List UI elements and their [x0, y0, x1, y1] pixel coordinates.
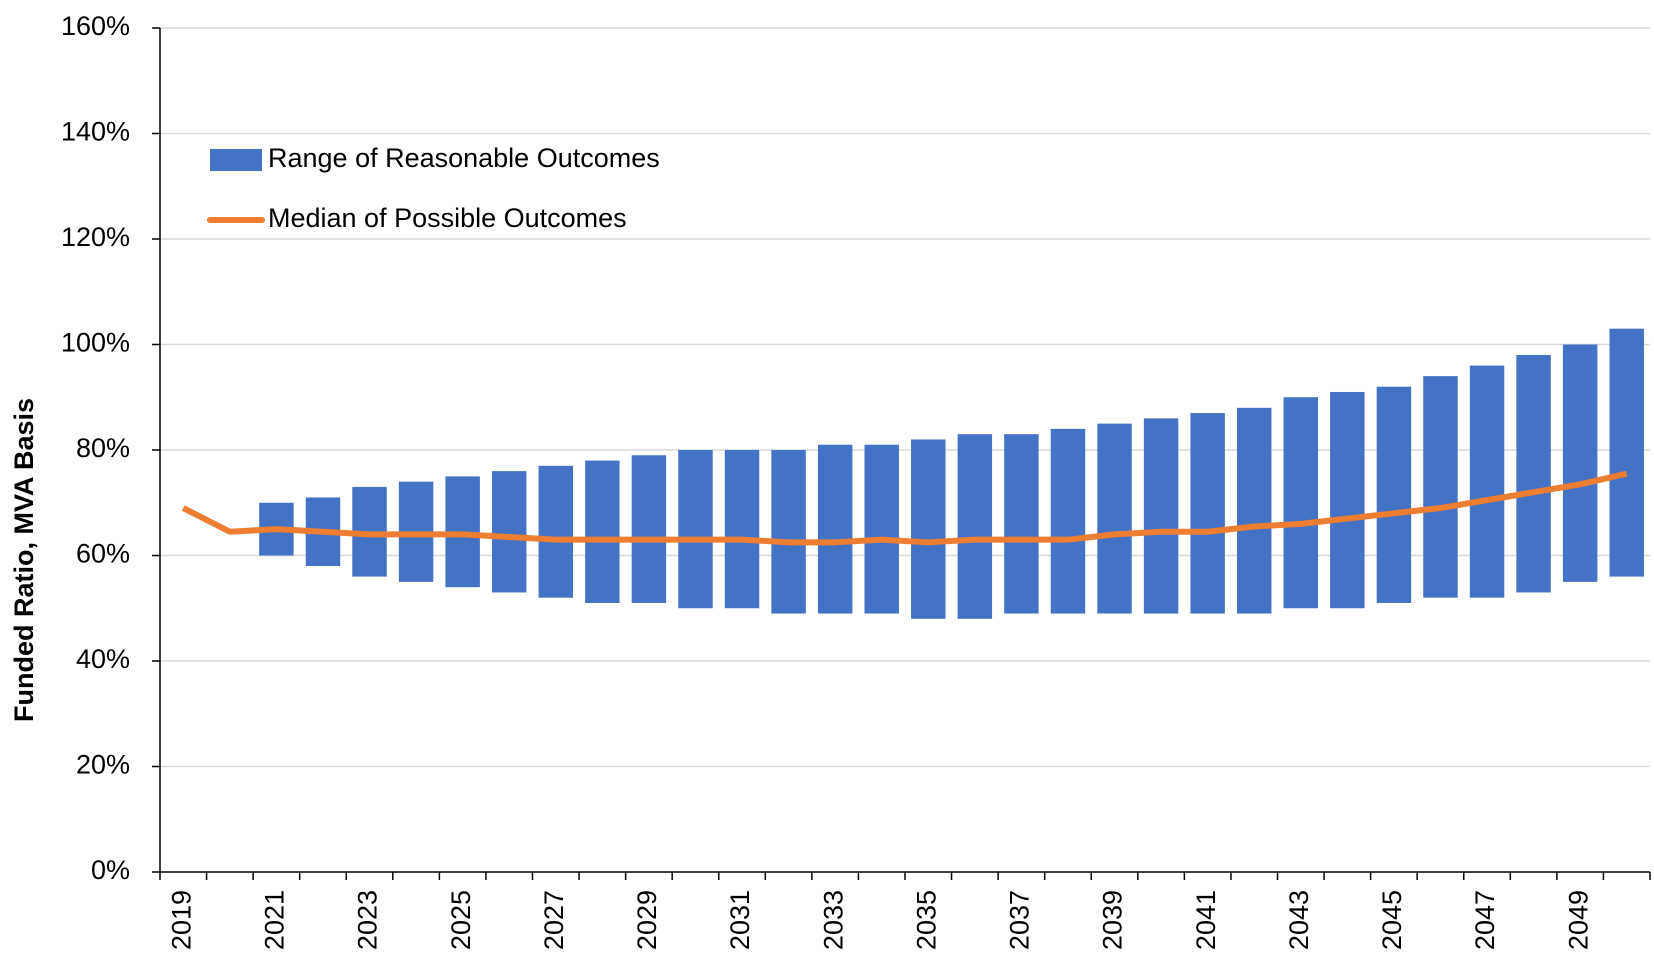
legend-label: Range of Reasonable Outcomes [268, 143, 660, 173]
y-tick-label: 20% [76, 750, 130, 780]
range-bar [585, 460, 620, 603]
range-bar [957, 434, 993, 619]
x-tick-label: 2023 [353, 890, 383, 950]
y-tick-label: 120% [61, 222, 130, 252]
range-bar [911, 439, 946, 619]
x-tick-label: 2021 [260, 890, 290, 950]
range-bar [864, 444, 899, 614]
range-bar [491, 471, 527, 593]
x-tick-label: 2019 [166, 890, 196, 950]
range-bar [1004, 434, 1039, 614]
y-axis-label: Funded Ratio, MVA Basis [9, 398, 39, 722]
x-tick-label: 2025 [446, 890, 476, 950]
range-bar [1469, 365, 1505, 598]
x-tick-label: 2043 [1284, 890, 1314, 950]
legend-label: Median of Possible Outcomes [268, 203, 627, 233]
y-tick-label: 40% [76, 644, 130, 674]
y-tick-label: 100% [61, 328, 130, 358]
median-line [181, 470, 1628, 546]
x-tick-label: 2029 [632, 890, 662, 950]
x-tick-label: 2047 [1470, 890, 1500, 950]
range-bar [1423, 376, 1458, 598]
y-tick-label: 80% [76, 433, 130, 463]
y-tick-label: 160% [61, 11, 130, 41]
range-bar [1190, 413, 1225, 614]
range-bar [1516, 355, 1551, 593]
x-tick-label: 2039 [1098, 890, 1128, 950]
legend-swatch [210, 149, 262, 171]
range-bar [771, 450, 806, 614]
range-bar [1330, 391, 1365, 609]
x-tick-label: 2041 [1191, 890, 1221, 950]
range-bar [1143, 418, 1179, 614]
range-bar [538, 465, 574, 598]
range-bar [1283, 397, 1319, 609]
range-bar [1050, 428, 1086, 614]
range-bar [1236, 407, 1272, 614]
y-tick-label: 140% [61, 117, 130, 147]
range-bar [1562, 344, 1598, 582]
range-bar [1609, 328, 1644, 577]
range-bar [817, 444, 853, 614]
range-bar [1376, 386, 1412, 603]
x-tick-label: 2045 [1377, 890, 1407, 950]
x-tick-label: 2035 [911, 890, 941, 950]
y-tick-label: 0% [91, 855, 130, 885]
range-bar [1097, 423, 1132, 614]
x-tick-label: 2031 [725, 890, 755, 950]
range-bar [678, 450, 713, 609]
y-tick-label: 60% [76, 539, 130, 569]
x-tick-label: 2037 [1005, 890, 1035, 950]
x-tick-label: 2049 [1563, 890, 1593, 950]
range-bar [724, 450, 760, 609]
range-bar [631, 455, 667, 603]
x-tick-label: 2033 [818, 890, 848, 950]
x-tick-label: 2027 [539, 890, 569, 950]
